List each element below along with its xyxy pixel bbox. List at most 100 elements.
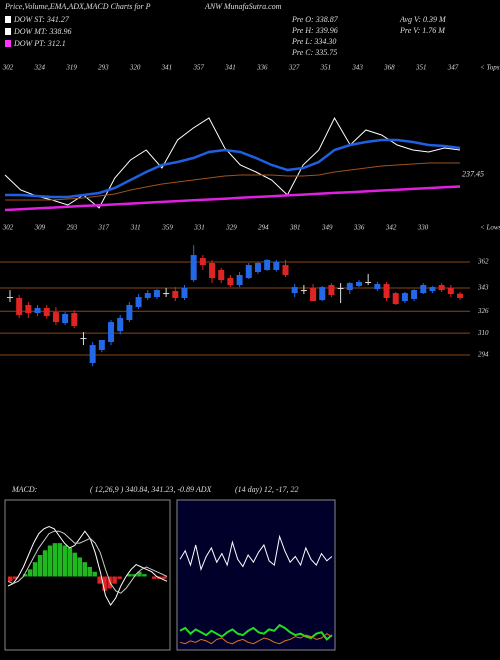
stat-text: Pre H: 339.96 bbox=[291, 26, 338, 35]
low-label: 302 bbox=[2, 224, 14, 232]
candle-body bbox=[457, 293, 463, 298]
top-label: 343 bbox=[351, 64, 363, 72]
panel-title: (14 day) 12, -17, 22 bbox=[235, 485, 299, 494]
candle-body bbox=[181, 288, 188, 298]
candle-body bbox=[227, 278, 234, 286]
adx-line bbox=[179, 633, 333, 645]
legend-swatch bbox=[5, 28, 11, 35]
adx-line bbox=[179, 623, 333, 641]
candle-body bbox=[108, 322, 115, 343]
legend-swatch bbox=[5, 16, 11, 23]
candle-body bbox=[401, 293, 408, 302]
histogram-bar bbox=[37, 555, 43, 577]
candle-body bbox=[7, 297, 13, 299]
top-label: 347 bbox=[447, 64, 459, 72]
histogram-bar bbox=[117, 576, 122, 579]
low-label: 330 bbox=[417, 224, 429, 232]
top-label: 324 bbox=[34, 64, 46, 72]
low-label: 342 bbox=[385, 224, 397, 232]
end-label: 237.45 bbox=[462, 169, 484, 178]
y-tick-label: 362 bbox=[477, 258, 489, 266]
candle-body bbox=[383, 284, 390, 298]
candle-body bbox=[43, 307, 50, 317]
histogram-bar bbox=[12, 576, 18, 579]
candle-body bbox=[365, 281, 372, 283]
stat-text: Pre C: 335.75 bbox=[291, 48, 337, 57]
candle-body bbox=[153, 290, 160, 298]
series-line bbox=[4, 185, 461, 212]
candle-body bbox=[392, 293, 399, 305]
page-title: Price,Volume,EMA,ADX,MACD Charts for P bbox=[4, 2, 151, 11]
histogram-bar bbox=[67, 547, 73, 577]
tops-label: < Tops bbox=[480, 64, 500, 72]
candle-body bbox=[144, 293, 151, 298]
top-label: 302 bbox=[2, 64, 14, 72]
low-label: 317 bbox=[98, 224, 110, 232]
candle-body bbox=[117, 317, 124, 332]
low-label: 349 bbox=[321, 224, 333, 232]
low-label: 331 bbox=[193, 224, 205, 232]
candle-body bbox=[163, 293, 170, 295]
histogram-bar bbox=[162, 576, 167, 579]
candle-body bbox=[245, 265, 252, 279]
histogram-bar bbox=[8, 576, 13, 582]
top-label: 368 bbox=[383, 64, 395, 72]
panel-title: MACD: bbox=[11, 485, 38, 494]
stat-text: Pre L: 334.30 bbox=[291, 37, 336, 46]
histogram-bar bbox=[72, 552, 78, 577]
low-label: 294 bbox=[258, 224, 269, 232]
histogram-bar bbox=[132, 574, 137, 577]
stat-text: Pre O: 338.87 bbox=[291, 15, 339, 24]
histogram-bar bbox=[47, 545, 53, 577]
candle-body bbox=[172, 291, 179, 298]
histogram-bar bbox=[137, 571, 142, 577]
series-line bbox=[5, 162, 460, 201]
top-label: 341 bbox=[161, 64, 173, 72]
histogram-bar bbox=[112, 576, 117, 584]
histogram-bar bbox=[152, 576, 157, 579]
legend-label: DOW ST: 341.27 bbox=[13, 15, 70, 24]
candle-body bbox=[16, 297, 23, 315]
candle-body bbox=[374, 284, 381, 290]
histogram-bar bbox=[32, 562, 38, 577]
stat-text: Pre V: 1.76 M bbox=[399, 26, 446, 35]
macd-line bbox=[7, 530, 168, 594]
histogram-bar bbox=[82, 562, 88, 577]
candle-body bbox=[209, 262, 216, 279]
histogram-bar bbox=[42, 550, 48, 577]
lows-label: < Lows bbox=[480, 224, 500, 232]
legend-label: DOW MT: 338.96 bbox=[13, 27, 72, 36]
candle-body bbox=[80, 338, 87, 340]
candle-body bbox=[236, 275, 243, 286]
candle-body bbox=[254, 262, 261, 273]
candle-body bbox=[282, 265, 289, 276]
candle-body bbox=[273, 262, 280, 270]
top-label: 319 bbox=[65, 64, 77, 72]
top-label: 336 bbox=[256, 64, 268, 72]
top-label: 293 bbox=[98, 64, 109, 72]
candle-body bbox=[337, 288, 344, 290]
top-label: 327 bbox=[288, 64, 300, 72]
candle-body bbox=[291, 287, 298, 294]
candle-body bbox=[411, 290, 418, 299]
histogram-bar bbox=[102, 576, 107, 591]
histogram-bar bbox=[92, 571, 97, 577]
top-label: 320 bbox=[129, 64, 141, 72]
candle-body bbox=[310, 288, 317, 302]
y-tick-label: 310 bbox=[477, 329, 489, 337]
candle-body bbox=[71, 313, 78, 327]
panel-subtitle: ( 12,26,9 ) 340.84, 341.23, -0.89 ADX bbox=[90, 485, 213, 494]
low-label: 293 bbox=[67, 224, 78, 232]
histogram-bar bbox=[27, 569, 33, 577]
top-label: 357 bbox=[192, 64, 204, 72]
top-label: 351 bbox=[320, 64, 332, 72]
y-tick-label: 294 bbox=[478, 351, 489, 359]
candle-body bbox=[135, 297, 142, 308]
histogram-bar bbox=[107, 576, 112, 589]
candle-body bbox=[52, 312, 59, 323]
candle-body bbox=[328, 285, 335, 295]
candle-body bbox=[126, 304, 133, 321]
macd-line bbox=[7, 525, 168, 607]
adx-line bbox=[179, 534, 333, 572]
